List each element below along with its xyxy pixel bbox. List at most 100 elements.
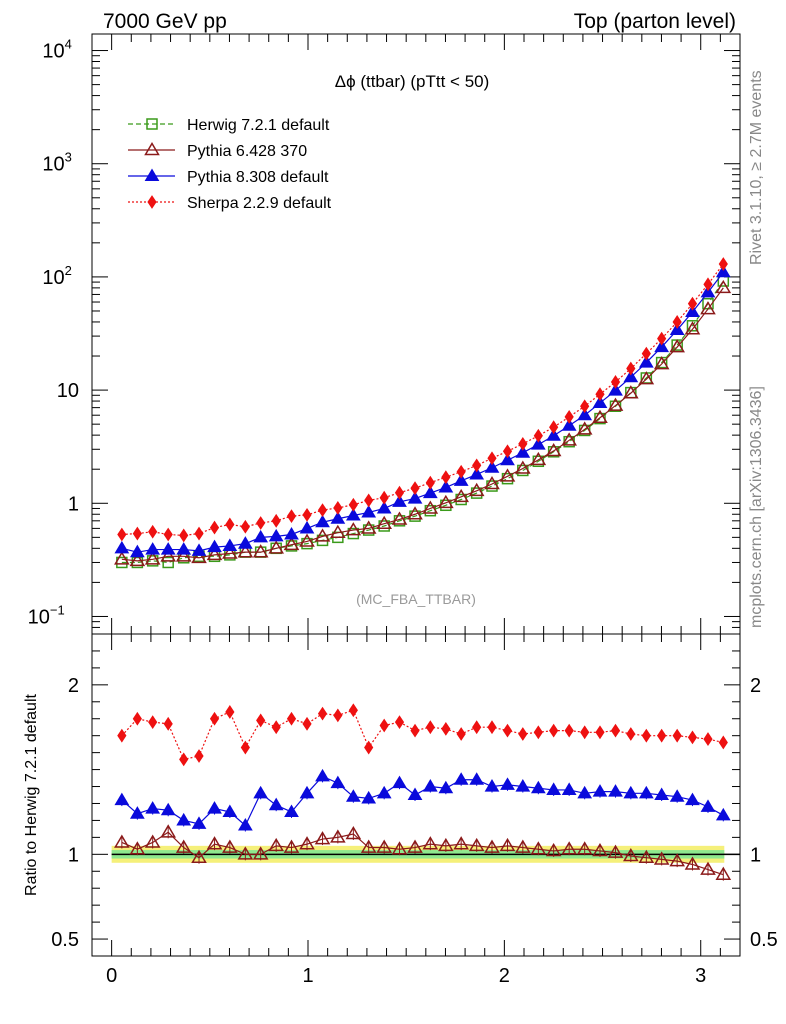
y-tick-label: 10 — [57, 380, 79, 402]
data-point — [132, 526, 142, 541]
data-point — [657, 331, 667, 346]
data-point — [718, 257, 728, 271]
data-point — [653, 356, 670, 370]
data-point — [500, 452, 515, 466]
data-point — [484, 476, 500, 490]
ratio-panel: 0.5 0.5 1 1 2 2 0 1 2 3 Ratio to Herwig 7.2.1 de… — [23, 633, 778, 987]
ratio-data-point — [345, 789, 361, 802]
data-point — [472, 458, 482, 473]
ratio-data-point — [626, 727, 636, 741]
data-point — [284, 527, 299, 540]
data-point — [453, 488, 469, 503]
x-tick-label: 3 — [695, 965, 706, 987]
data-point — [222, 545, 238, 559]
ratio-data-point — [376, 839, 393, 853]
ratio-data-point — [345, 825, 362, 840]
main-y-axis: 10−1 1 10 102 103 104 — [28, 37, 740, 635]
ratio-data-point — [561, 782, 577, 795]
legend: Herwig 7.2.1 default Pythia 6.428 370 Pyth… — [128, 117, 332, 212]
ratio-data-point — [237, 846, 254, 860]
ratio-data-point — [500, 777, 515, 790]
y-tick-label: 10−1 — [28, 602, 65, 628]
y-tick-label: 104 — [42, 37, 71, 63]
data-point — [515, 460, 531, 474]
header-left: 7000 GeV pp — [103, 10, 227, 33]
legend-label: Pythia 6.428 370 — [187, 143, 307, 160]
x-tick-label: 2 — [499, 965, 510, 987]
ratio-data-point — [561, 841, 577, 855]
ratio-data-point — [256, 713, 266, 728]
ratio-data-point — [657, 728, 667, 743]
ratio-data-point — [364, 740, 374, 755]
ratio-data-point — [549, 723, 559, 738]
ratio-data-point — [237, 818, 253, 831]
ratio-data-point — [641, 728, 651, 743]
data-point — [268, 528, 284, 542]
data-point — [669, 339, 685, 353]
ratio-data-point — [145, 801, 161, 814]
data-point — [469, 466, 485, 480]
data-point — [626, 361, 636, 376]
data-point — [545, 442, 562, 457]
data-point — [114, 551, 130, 565]
data-point — [441, 470, 451, 485]
ratio-data-point — [376, 785, 392, 799]
ratio-data-point — [580, 725, 590, 740]
ratio-data-point — [700, 799, 716, 812]
data-point — [672, 315, 682, 329]
ratio-data-point — [669, 853, 685, 867]
ratio-data-point — [533, 725, 543, 740]
data-point — [145, 542, 161, 555]
ratio-data-point — [317, 706, 328, 721]
data-point — [348, 497, 358, 512]
ratio-data-point — [623, 785, 639, 799]
ratio-data-point — [315, 768, 330, 782]
ratio-y-tick-label-right: 0.5 — [750, 929, 778, 951]
data-point — [684, 321, 701, 335]
ratio-y-tick-label: 0.5 — [51, 929, 79, 951]
data-point — [191, 549, 207, 564]
ratio-data-point — [114, 792, 130, 806]
ratio-series-line — [121, 775, 724, 827]
ratio-data-point — [669, 789, 685, 802]
data-point — [499, 468, 516, 482]
ratio-data-point — [314, 831, 331, 845]
data-point — [592, 409, 608, 424]
ratio-data-point — [576, 841, 593, 855]
data-point — [576, 421, 593, 435]
data-point — [175, 548, 192, 562]
data-point — [364, 493, 374, 508]
data-point — [376, 515, 393, 530]
ratio-data-point — [530, 841, 547, 855]
ratio-data-point — [515, 839, 531, 853]
data-point — [114, 540, 130, 554]
ratio-data-point — [206, 836, 223, 850]
ratio-data-point — [160, 824, 177, 838]
data-point — [515, 445, 531, 458]
ratio-data-point — [284, 804, 299, 817]
ratio-series-line — [121, 709, 724, 761]
data-point — [608, 383, 623, 396]
data-point — [330, 524, 346, 538]
ratio-data-point — [703, 732, 713, 746]
ratio-data-point — [515, 779, 531, 792]
data-point — [129, 544, 145, 558]
ratio-series — [114, 703, 732, 881]
ratio-data-point — [330, 829, 346, 843]
ratio-data-point — [484, 779, 500, 792]
ratio-data-point — [441, 722, 451, 736]
data-point — [225, 517, 235, 532]
ratio-data-point — [209, 711, 220, 726]
ratio-data-point — [608, 784, 623, 797]
data-point — [299, 520, 315, 534]
data-point — [271, 513, 281, 528]
data-point — [595, 387, 605, 402]
data-point — [703, 277, 713, 292]
ratio-y-tick-label-right: 2 — [750, 675, 761, 697]
data-point — [407, 491, 423, 504]
ratio-data-point — [607, 844, 624, 858]
data-point — [530, 437, 546, 450]
ratio-y-tick-label-right: 1 — [750, 844, 761, 866]
